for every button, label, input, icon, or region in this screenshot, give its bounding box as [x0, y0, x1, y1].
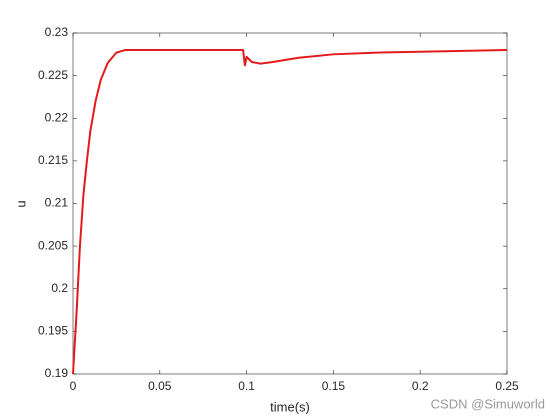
y-tick-label: 0.2	[51, 281, 68, 295]
x-tick-label: 0.25	[495, 379, 519, 393]
x-tick-label: 0.2	[412, 379, 429, 393]
y-tick-label: 0.225	[38, 68, 68, 82]
axes-box	[72, 32, 508, 375]
y-tick-label: 0.23	[45, 25, 69, 39]
y-tick-label: 0.19	[45, 366, 69, 380]
watermark: CSDN @Simuworld	[431, 396, 545, 411]
y-axis-label: u	[13, 200, 28, 207]
x-axis-label: time(s)	[270, 399, 310, 414]
y-tick-label: 0.215	[38, 153, 68, 167]
x-tick-label: 0.1	[238, 379, 255, 393]
y-tick-label: 0.22	[45, 110, 69, 124]
x-tick-label: 0.05	[148, 379, 172, 393]
y-tick-label: 0.205	[38, 238, 68, 252]
y-tick-label: 0.195	[38, 324, 68, 338]
x-tick-label: 0.15	[322, 379, 346, 393]
y-tick-label: 0.21	[45, 196, 69, 210]
data-line	[72, 49, 508, 375]
x-tick-label: 0	[70, 379, 77, 393]
